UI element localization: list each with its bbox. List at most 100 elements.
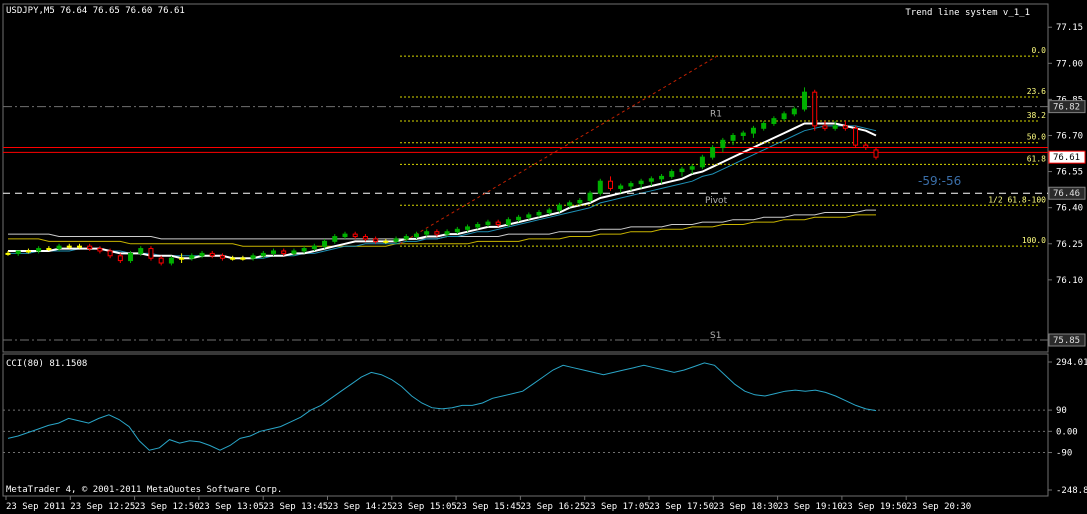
candle-body bbox=[117, 255, 123, 262]
candle-body bbox=[189, 255, 195, 259]
candle-body bbox=[781, 113, 787, 120]
candle-body bbox=[36, 248, 42, 252]
main-price-panel: 77.1577.0076.8576.7076.5576.4076.2576.10… bbox=[2, 3, 1086, 353]
candle-body bbox=[659, 175, 665, 180]
candle-body bbox=[791, 108, 797, 115]
candle-body bbox=[219, 255, 225, 259]
price-label-box bbox=[1048, 150, 1086, 164]
candle-body bbox=[383, 240, 389, 243]
candle-body bbox=[699, 156, 705, 168]
time-tick-label: 23 Sep 15:05 bbox=[392, 502, 457, 512]
candle-body bbox=[505, 219, 511, 226]
time-tick-label: 23 Sep 19:10 bbox=[778, 502, 843, 512]
candle-body bbox=[638, 180, 644, 185]
fib-level-label: 100.0 bbox=[1022, 236, 1046, 245]
candle-body bbox=[209, 252, 215, 257]
candle-body bbox=[342, 233, 348, 238]
candle-body bbox=[618, 185, 624, 189]
candle-body bbox=[546, 209, 552, 213]
fib-level-label: 61.8 bbox=[1027, 154, 1046, 163]
candle-body bbox=[832, 125, 838, 129]
candle-body bbox=[863, 144, 869, 149]
pivot-label: Pivot bbox=[705, 196, 728, 206]
candle-body bbox=[689, 166, 695, 170]
candle-body bbox=[873, 149, 879, 158]
candle-body bbox=[740, 132, 746, 136]
candle-body bbox=[373, 238, 379, 242]
cci-tick-label: 0.00 bbox=[1056, 427, 1078, 437]
price-tick-label: 76.40 bbox=[1056, 204, 1083, 214]
candle-body bbox=[812, 91, 818, 127]
time-tick-label: 23 Sep 18:30 bbox=[713, 502, 778, 512]
moving-average-line bbox=[8, 125, 877, 259]
time-axis: 23 Sep 2011 23 Sep 12:25 23 Sep 12:50 23 Se… bbox=[5, 496, 971, 512]
pivot-label: S1 bbox=[710, 331, 721, 341]
time-tick-label: 23 Sep 15:45 bbox=[456, 502, 521, 512]
candle-body bbox=[444, 231, 450, 235]
indicator-name: Trend line system v_1_1 bbox=[905, 8, 1030, 18]
candle-body bbox=[148, 248, 154, 259]
time-tick-label: 23 Sep 12:50 bbox=[135, 502, 200, 512]
fib-level-label: 38.2 bbox=[1027, 111, 1046, 120]
candle-body bbox=[628, 183, 634, 187]
candle-body bbox=[230, 257, 236, 260]
candle-body bbox=[413, 233, 419, 238]
candle-body bbox=[332, 236, 338, 242]
candle-body bbox=[475, 224, 481, 228]
candle-body bbox=[128, 252, 134, 262]
time-tick-label: 23 Sep 19:50 bbox=[842, 502, 907, 512]
candle-body bbox=[5, 252, 11, 255]
candle-body bbox=[454, 228, 460, 233]
candle-body bbox=[138, 248, 144, 254]
candle-body bbox=[179, 257, 185, 260]
price-label-text: 76.61 bbox=[1053, 153, 1080, 163]
annotation-label: -59:-56 bbox=[918, 174, 961, 188]
price-label-text: 76.82 bbox=[1053, 103, 1080, 113]
candle-body bbox=[281, 250, 287, 254]
candle-body bbox=[168, 257, 174, 264]
candle-body bbox=[322, 240, 328, 247]
moving-average-line bbox=[8, 214, 876, 247]
candle-body bbox=[556, 204, 562, 211]
candle-body bbox=[720, 139, 726, 149]
pivot-label: R1 bbox=[710, 110, 722, 120]
candle-body bbox=[526, 214, 532, 218]
candle-body bbox=[158, 257, 164, 264]
candle-body bbox=[301, 248, 307, 252]
candle-body bbox=[485, 221, 491, 226]
candle-body bbox=[597, 180, 603, 194]
candle-body bbox=[46, 248, 52, 251]
candle-body bbox=[434, 231, 440, 235]
candle-body bbox=[424, 231, 430, 235]
candle-body bbox=[750, 127, 756, 134]
fib-level-label: 0.0 bbox=[1032, 46, 1047, 55]
candle-body bbox=[536, 211, 542, 216]
price-tick-label: 76.70 bbox=[1056, 131, 1083, 141]
candle-body bbox=[250, 255, 256, 259]
time-tick-label: 23 Sep 13:05 bbox=[199, 502, 264, 512]
candle-body bbox=[76, 245, 82, 248]
candle-body bbox=[240, 257, 246, 260]
candle-body bbox=[679, 168, 685, 173]
fib-level-label: 1/2 61.8-100 bbox=[988, 195, 1046, 204]
candle-body bbox=[87, 245, 93, 250]
time-tick-label: 23 Sep 20:30 bbox=[906, 502, 971, 512]
candle-body bbox=[25, 250, 31, 253]
price-tick-label: 77.15 bbox=[1056, 23, 1083, 33]
candle-body bbox=[56, 245, 62, 250]
cci-line bbox=[7, 362, 877, 451]
candle-body bbox=[393, 238, 399, 242]
cci-tick-label: -248.869 bbox=[1056, 486, 1087, 496]
cci-header: CCI(80) 81.1508 bbox=[6, 359, 87, 369]
candle-body bbox=[260, 252, 266, 257]
time-tick-label: 23 Sep 16:25 bbox=[520, 502, 585, 512]
candle-body bbox=[648, 178, 654, 182]
fib-level-label: 50.0 bbox=[1027, 133, 1046, 142]
candle-body bbox=[607, 180, 613, 189]
candle-body bbox=[577, 199, 583, 204]
candle-body bbox=[587, 192, 593, 201]
trend-ray bbox=[399, 55, 718, 245]
candle-body bbox=[802, 91, 808, 110]
candle-body bbox=[495, 221, 501, 226]
candle-body bbox=[761, 122, 767, 129]
